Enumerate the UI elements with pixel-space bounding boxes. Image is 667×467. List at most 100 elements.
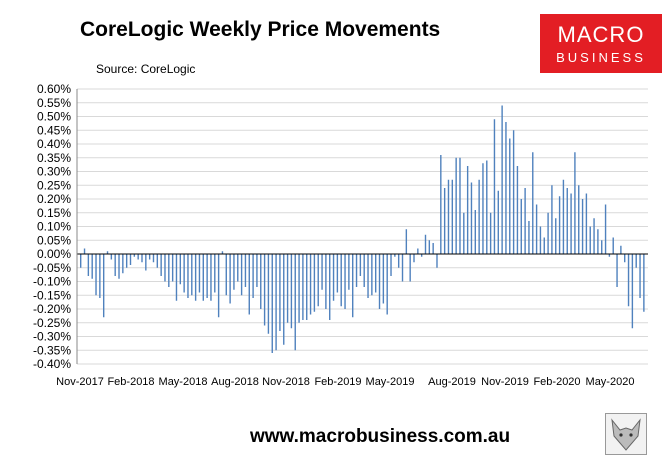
bar — [581, 199, 584, 254]
bar — [263, 254, 266, 326]
bar — [141, 254, 143, 263]
bar — [493, 119, 496, 254]
y-tick-label: -0.25% — [33, 316, 71, 330]
bar — [585, 193, 588, 254]
y-tick-label: -0.40% — [33, 357, 71, 371]
bar — [160, 254, 162, 276]
x-tick-label: May-2020 — [586, 376, 635, 388]
chart-title: CoreLogic Weekly Price Movements — [80, 18, 441, 41]
x-tick-label: Feb-2018 — [107, 376, 154, 388]
bar — [171, 254, 174, 282]
x-tick-label: Feb-2019 — [314, 376, 361, 388]
bar — [267, 254, 270, 334]
bar — [298, 254, 300, 323]
y-tick-label: 0.35% — [37, 151, 71, 165]
bar — [478, 179, 480, 254]
bar — [470, 182, 473, 254]
bar — [539, 226, 542, 254]
bar — [248, 254, 250, 315]
bar — [148, 254, 151, 260]
bar — [486, 160, 488, 254]
bar — [386, 254, 388, 315]
bar — [459, 157, 461, 254]
bar — [240, 254, 243, 296]
y-tick-label: 0.30% — [37, 165, 71, 179]
bar — [229, 254, 231, 304]
bar — [455, 157, 457, 254]
bar — [91, 254, 93, 279]
y-tick-label: 0.50% — [37, 110, 71, 124]
bar — [371, 254, 373, 296]
bar — [436, 254, 438, 268]
bar — [106, 251, 109, 254]
x-tick-label: Feb-2020 — [533, 376, 580, 388]
bar — [574, 152, 576, 254]
y-tick-label: -0.05% — [33, 261, 71, 275]
bar — [394, 254, 396, 257]
bar — [482, 163, 484, 254]
y-tick-label: 0.05% — [37, 233, 71, 247]
bar — [451, 179, 454, 254]
bar — [378, 254, 381, 309]
bar — [497, 190, 499, 254]
bar — [616, 254, 618, 287]
bar — [463, 212, 465, 254]
bar — [321, 254, 323, 290]
bar — [593, 218, 595, 254]
bar — [516, 166, 519, 254]
bar — [528, 221, 530, 254]
bar — [551, 185, 553, 254]
bar — [210, 254, 212, 301]
bar — [344, 254, 346, 309]
y-tick-label: -0.30% — [33, 330, 71, 344]
y-axis-ticks: -0.40%-0.35%-0.30%-0.25%-0.20%-0.15%-0.1… — [33, 82, 71, 371]
bar — [501, 105, 503, 254]
bar — [489, 212, 492, 254]
bar — [244, 254, 247, 287]
bar — [566, 188, 568, 254]
footer-url: www.macrobusiness.com.au — [250, 426, 511, 447]
bar — [271, 254, 273, 353]
y-tick-label: 0.00% — [37, 247, 71, 261]
bar — [179, 254, 182, 285]
bar — [279, 254, 281, 331]
bar — [620, 245, 622, 254]
bar — [225, 254, 227, 296]
bar — [440, 155, 442, 254]
bar — [329, 254, 331, 320]
bar — [125, 254, 128, 268]
macrobusiness-logo: MACRO BUSINESS — [540, 14, 662, 73]
bar — [221, 251, 224, 254]
bar — [417, 248, 419, 254]
bar — [133, 254, 136, 257]
bar — [214, 254, 216, 293]
bar — [578, 185, 580, 254]
x-tick-label: May-2018 — [159, 376, 208, 388]
bar — [237, 254, 239, 282]
bar — [306, 254, 308, 320]
y-tick-label: 0.15% — [37, 206, 71, 220]
fox-logo-icon — [605, 413, 647, 455]
bar — [409, 254, 411, 282]
bar — [168, 254, 170, 287]
bar — [374, 254, 377, 293]
bar — [99, 254, 101, 298]
bar — [175, 254, 178, 301]
bar — [313, 254, 316, 312]
bar — [432, 243, 434, 254]
bar — [589, 226, 591, 254]
y-tick-label: 0.25% — [37, 178, 71, 192]
bar — [509, 138, 511, 254]
bar — [118, 254, 120, 279]
y-tick-label: 0.55% — [37, 96, 71, 110]
bar — [95, 254, 97, 296]
bar — [363, 254, 365, 287]
x-tick-label: Aug-2019 — [428, 376, 476, 388]
bar — [555, 218, 557, 254]
bar — [129, 254, 132, 265]
bar — [604, 204, 607, 254]
bar — [152, 254, 155, 263]
bar — [597, 229, 599, 254]
bar — [608, 254, 611, 257]
bar — [87, 254, 90, 276]
